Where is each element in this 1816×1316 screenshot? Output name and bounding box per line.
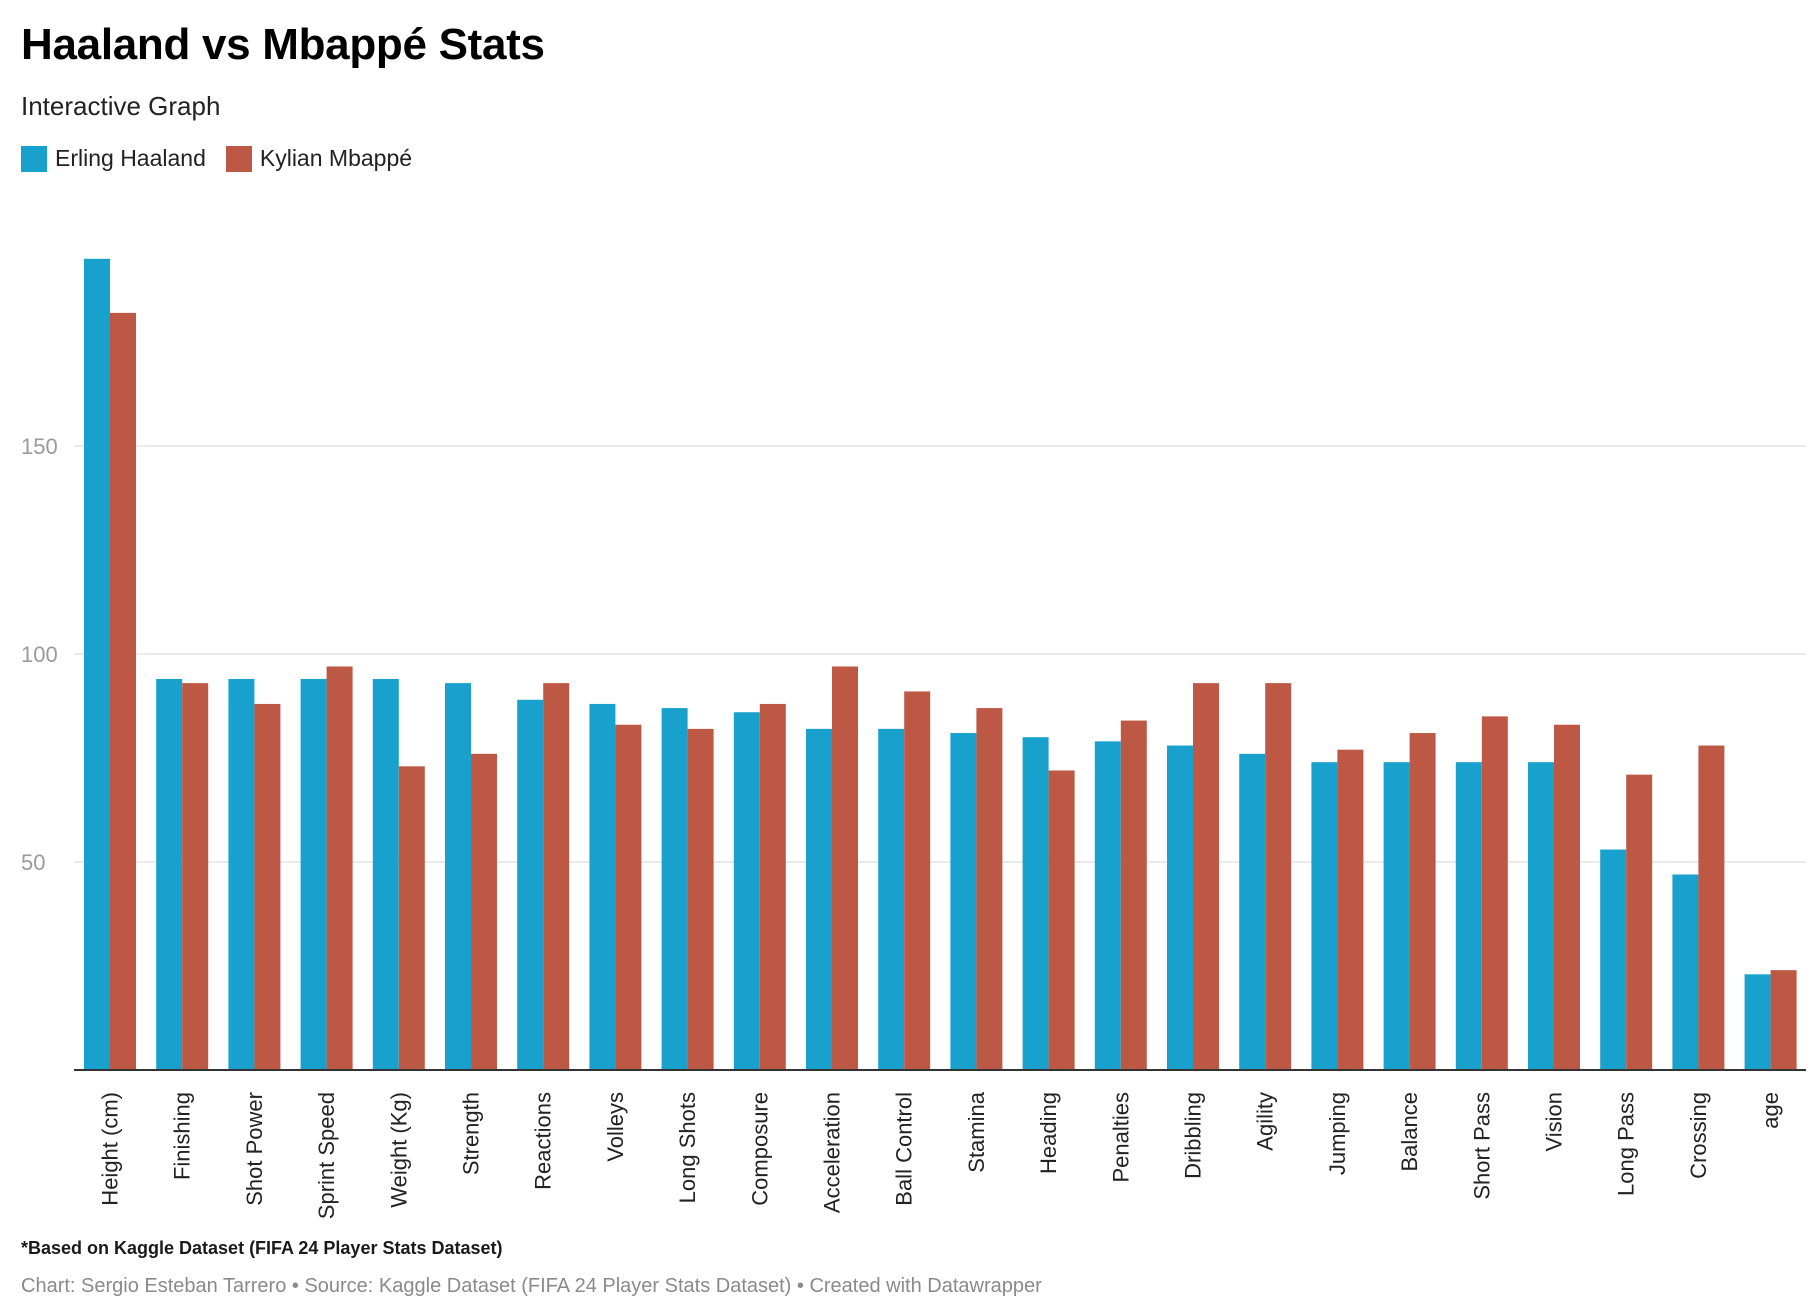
bar-mbappe[interactable]: [759, 703, 786, 1070]
bar-mbappe[interactable]: [398, 766, 425, 1070]
bar-haaland[interactable]: [1311, 762, 1338, 1070]
chart-subtitle: Interactive Graph: [21, 91, 221, 121]
x-category-label: Shot Power: [242, 1092, 267, 1206]
legend-item-mbappe[interactable]: Kylian Mbappé: [225, 145, 413, 172]
bar-mbappe[interactable]: [1770, 970, 1797, 1070]
x-category-label: Reactions: [531, 1092, 556, 1190]
bar-mbappe[interactable]: [1193, 683, 1219, 1070]
x-category-label: Sprint Speed: [314, 1092, 339, 1219]
bar-haaland[interactable]: [950, 733, 977, 1070]
bar-haaland[interactable]: [878, 728, 905, 1070]
bar-mbappe[interactable]: [1481, 716, 1508, 1070]
bar-mbappe[interactable]: [687, 728, 714, 1070]
legend-swatch-mbappe: [225, 145, 252, 172]
y-tick-label: 150: [21, 434, 58, 459]
x-category-label: Heading: [1036, 1092, 1061, 1174]
grid-lines: [74, 445, 1806, 863]
x-category-label: Crossing: [1686, 1092, 1711, 1179]
y-axis-tick-labels: 50 100 150: [21, 434, 58, 875]
bar-haaland[interactable]: [1022, 737, 1049, 1070]
x-category-label: Long Pass: [1614, 1092, 1639, 1196]
x-category-label: Jumping: [1325, 1092, 1350, 1175]
bar-haaland[interactable]: [1600, 849, 1627, 1070]
bar-mbappe[interactable]: [471, 753, 497, 1070]
bar-mbappe[interactable]: [832, 666, 858, 1070]
bar-haaland[interactable]: [1744, 974, 1771, 1070]
bar-mbappe[interactable]: [1265, 683, 1292, 1070]
legend-swatch-haaland: [21, 145, 47, 172]
x-category-label: age: [1758, 1092, 1783, 1129]
y-tick-label: 100: [21, 642, 58, 667]
bar-mbappe[interactable]: [1337, 749, 1364, 1070]
bar-mbappe[interactable]: [1409, 733, 1436, 1070]
bar-haaland[interactable]: [445, 683, 471, 1070]
bar-haaland[interactable]: [661, 708, 688, 1070]
bar-haaland[interactable]: [589, 703, 616, 1070]
x-category-label: Ball Control: [892, 1092, 917, 1206]
chart-credit-line: Chart: Sergio Esteban Tarrero • Source: …: [21, 1275, 1042, 1297]
bar-haaland[interactable]: [1672, 874, 1699, 1070]
chart-notes: *Based on Kaggle Dataset (FIFA 24 Player…: [21, 1238, 503, 1258]
x-category-label: Agility: [1253, 1092, 1278, 1151]
legend-label-mbappe: Kylian Mbappé: [259, 145, 413, 171]
x-category-label: Strength: [459, 1092, 484, 1175]
bars: [84, 258, 1797, 1070]
bar-haaland[interactable]: [1455, 762, 1482, 1070]
x-category-label: Acceleration: [820, 1092, 845, 1213]
chart-title: Haaland vs Mbappé Stats: [21, 20, 545, 69]
bar-mbappe[interactable]: [976, 708, 1003, 1070]
bar-haaland[interactable]: [517, 699, 544, 1070]
bar-mbappe[interactable]: [254, 703, 281, 1070]
bar-haaland[interactable]: [1239, 753, 1266, 1070]
bar-haaland[interactable]: [1094, 741, 1121, 1070]
bar-mbappe[interactable]: [1120, 720, 1147, 1070]
x-category-label: Weight (Kg): [386, 1092, 411, 1208]
bar-haaland[interactable]: [300, 678, 327, 1070]
bar-mbappe[interactable]: [543, 683, 570, 1070]
bar-haaland[interactable]: [156, 678, 183, 1070]
bar-mbappe[interactable]: [1626, 774, 1653, 1070]
bar-mbappe[interactable]: [110, 312, 136, 1070]
bar-haaland[interactable]: [806, 728, 832, 1070]
bar-haaland[interactable]: [228, 678, 255, 1070]
bar-haaland[interactable]: [1167, 745, 1193, 1070]
chart-legend: Erling Haaland Kylian Mbappé: [21, 145, 412, 172]
x-category-label: Short Pass: [1469, 1092, 1494, 1200]
x-category-label: Long Shots: [675, 1092, 700, 1203]
bar-mbappe[interactable]: [1698, 745, 1725, 1070]
bar-mbappe[interactable]: [1554, 724, 1580, 1070]
bar-haaland[interactable]: [733, 712, 760, 1070]
bar-haaland[interactable]: [372, 678, 399, 1070]
x-axis-category-labels: Height (cm) Finishing Shot Power Sprint Spe…: [98, 1091, 1784, 1219]
x-category-label: Penalties: [1108, 1092, 1133, 1183]
x-category-label: Height (cm): [98, 1092, 123, 1206]
x-category-label: Balance: [1397, 1092, 1422, 1172]
bar-haaland[interactable]: [1383, 762, 1410, 1070]
legend-label-haaland: Erling Haaland: [55, 145, 206, 171]
bar-mbappe[interactable]: [182, 683, 209, 1070]
x-category-label: Dribbling: [1181, 1092, 1206, 1179]
bar-mbappe[interactable]: [326, 666, 353, 1070]
x-category-label: Composure: [747, 1092, 772, 1206]
x-category-label: Stamina: [964, 1091, 989, 1172]
bar-haaland[interactable]: [84, 258, 110, 1070]
bar-mbappe[interactable]: [615, 724, 642, 1070]
x-category-label: Finishing: [170, 1092, 195, 1180]
x-category-label: Vision: [1542, 1092, 1567, 1152]
legend-item-haaland[interactable]: Erling Haaland: [21, 145, 206, 172]
bar-haaland[interactable]: [1528, 762, 1554, 1070]
bar-mbappe[interactable]: [1048, 770, 1075, 1070]
x-category-label: Volleys: [603, 1092, 628, 1162]
bar-mbappe[interactable]: [904, 691, 931, 1070]
y-tick-label: 50: [21, 850, 45, 875]
